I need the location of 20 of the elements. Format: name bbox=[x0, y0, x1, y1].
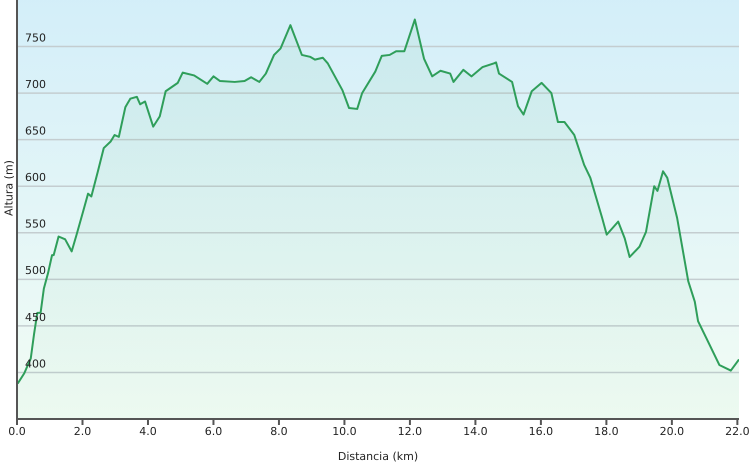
y-tick-label: 550 bbox=[25, 218, 46, 231]
y-axis-title: Altura (m) bbox=[2, 160, 16, 216]
x-tick-label: 22.0 bbox=[725, 424, 750, 438]
x-tick-label: 20.0 bbox=[660, 424, 684, 438]
y-tick-label: 750 bbox=[25, 31, 46, 44]
x-axis-title: Distancia (km) bbox=[338, 450, 418, 462]
x-tick-label: 4.0 bbox=[139, 424, 157, 438]
x-tick-label: 14.0 bbox=[463, 424, 488, 438]
x-tick-label: 12.0 bbox=[398, 424, 422, 438]
x-tick-label: 2.0 bbox=[74, 424, 92, 438]
x-tick-label: 18.0 bbox=[594, 424, 619, 438]
x-tick-label: 16.0 bbox=[528, 424, 554, 438]
y-tick-label: 650 bbox=[25, 124, 46, 138]
x-tick-label: 6.0 bbox=[204, 424, 222, 438]
x-tick-label: 8.0 bbox=[270, 424, 288, 438]
x-tick-label: 10.0 bbox=[332, 424, 357, 438]
y-tick-label: 700 bbox=[25, 78, 46, 92]
x-tick-label: 0.0 bbox=[8, 424, 26, 438]
y-tick-label: 600 bbox=[25, 171, 46, 184]
y-tick-label: 500 bbox=[25, 264, 46, 278]
